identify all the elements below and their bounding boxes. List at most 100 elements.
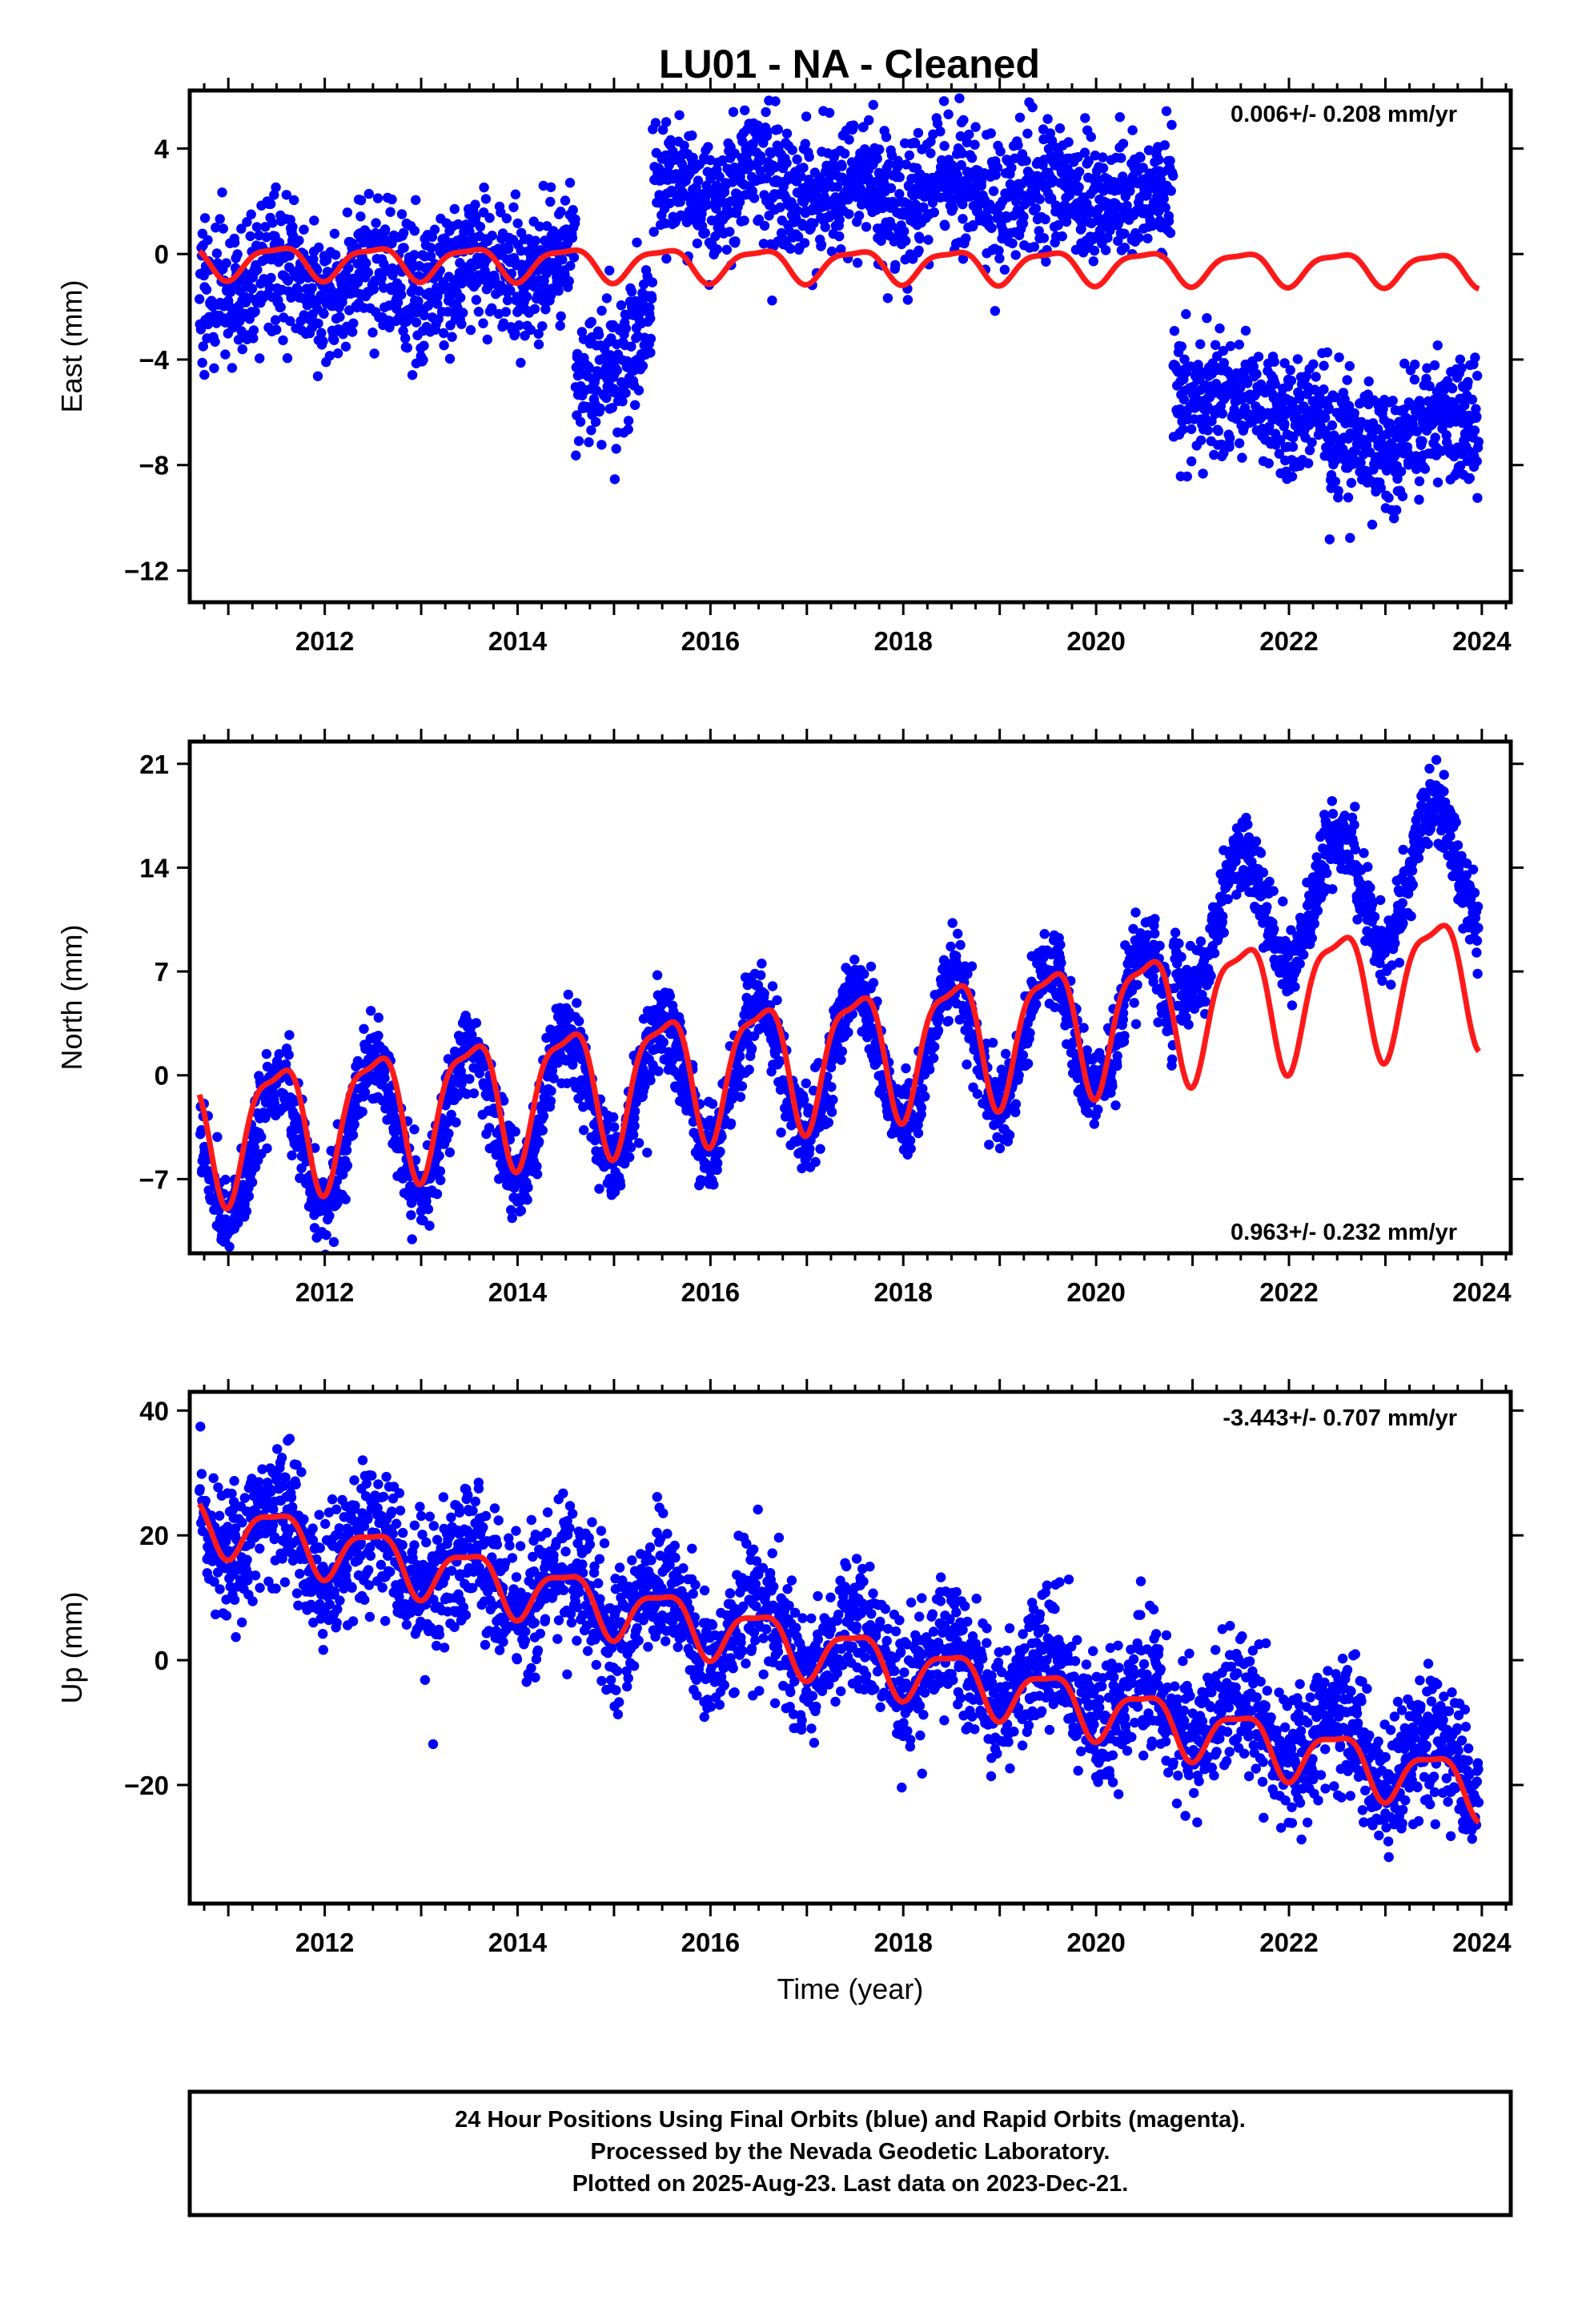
observation-point <box>372 193 383 203</box>
observation-point <box>453 219 464 230</box>
observation-point <box>293 285 303 296</box>
observation-point <box>1186 424 1197 435</box>
observation-point <box>423 1204 434 1215</box>
observation-point <box>1143 145 1154 155</box>
observation-point <box>1319 384 1329 395</box>
observation-point <box>935 127 946 137</box>
observation-point <box>532 1169 543 1180</box>
observation-point <box>295 274 305 285</box>
x-tick-label: 2016 <box>681 626 740 656</box>
observation-point <box>1286 376 1297 386</box>
observation-point <box>632 237 642 247</box>
observation-point <box>882 293 893 304</box>
observation-point <box>1217 408 1228 419</box>
observation-point <box>740 105 750 115</box>
observation-point <box>899 226 909 236</box>
y-tick-label: 4 <box>155 134 170 163</box>
observation-point <box>456 319 467 329</box>
observation-point <box>759 220 770 231</box>
observation-point <box>881 131 892 143</box>
observation-point <box>665 991 676 1002</box>
observation-point <box>647 293 657 304</box>
observation-point <box>652 970 663 980</box>
observation-point <box>819 191 829 202</box>
observation-point <box>938 96 950 107</box>
observation-point <box>308 254 319 264</box>
observation-point <box>612 365 622 376</box>
observation-point <box>201 284 212 295</box>
observation-point <box>607 403 617 413</box>
observation-point <box>570 214 580 224</box>
observation-point <box>262 1143 272 1154</box>
observation-point <box>500 307 512 317</box>
observation-point <box>596 440 607 450</box>
observation-point <box>1409 374 1420 385</box>
observation-point <box>1467 394 1478 405</box>
observation-point <box>387 194 397 205</box>
observation-point <box>638 279 649 290</box>
observation-point <box>858 122 869 132</box>
observation-point <box>1063 137 1074 147</box>
observation-point <box>801 1078 811 1089</box>
observation-point <box>653 1066 664 1076</box>
observation-point <box>209 363 219 373</box>
observation-point <box>886 220 897 231</box>
observation-point <box>593 329 604 340</box>
observation-point <box>1176 341 1187 352</box>
observation-point <box>1034 194 1045 204</box>
observation-point <box>198 341 208 352</box>
observation-point <box>367 328 378 338</box>
observation-point <box>432 299 443 309</box>
observation-point <box>564 275 574 287</box>
observation-point <box>413 296 424 307</box>
observation-point <box>1118 171 1128 182</box>
observation-point <box>616 300 627 311</box>
observation-point <box>373 1031 383 1041</box>
observation-point <box>650 118 661 128</box>
panel-1: 2012 2014 2016 2018 2020 2022 202440−4−8−12Eas… <box>55 78 1524 656</box>
observation-point <box>232 249 243 259</box>
observation-point <box>1455 354 1466 364</box>
observation-point <box>525 324 536 336</box>
observation-point <box>849 120 859 131</box>
observation-point <box>728 107 739 117</box>
observation-point <box>220 349 231 360</box>
y-axis-label: East (mm) <box>55 280 88 413</box>
observation-point <box>355 195 367 206</box>
observation-point <box>1287 471 1298 482</box>
observation-point <box>498 318 509 328</box>
observation-point <box>834 215 845 225</box>
observation-point <box>1142 233 1153 243</box>
observation-point <box>1027 102 1038 113</box>
observation-point <box>951 951 962 961</box>
observation-point <box>579 1125 589 1136</box>
observation-point <box>1387 396 1398 406</box>
observation-point <box>248 325 259 336</box>
observation-point <box>1159 140 1170 151</box>
observation-point <box>220 1174 231 1185</box>
observation-point <box>595 403 605 414</box>
observation-point <box>611 444 621 454</box>
observation-point <box>392 297 404 308</box>
observation-point <box>721 244 732 255</box>
observation-point <box>299 224 309 235</box>
observation-point <box>620 323 632 334</box>
observation-point <box>269 190 279 200</box>
observation-point <box>444 1147 456 1158</box>
observation-point <box>411 317 422 328</box>
observation-point <box>314 242 324 253</box>
observation-point <box>629 1120 640 1132</box>
observation-point <box>256 1132 267 1142</box>
observation-point <box>839 148 850 159</box>
observation-point <box>725 1118 737 1129</box>
observation-point <box>1414 494 1424 505</box>
observation-point <box>844 135 854 145</box>
observation-point <box>545 182 556 192</box>
observation-point <box>1166 186 1177 196</box>
observation-point <box>933 1025 944 1035</box>
observation-point <box>439 340 449 351</box>
observation-point <box>285 316 295 327</box>
observation-point <box>767 296 777 306</box>
observation-point <box>1414 476 1425 487</box>
observation-point <box>596 305 607 316</box>
